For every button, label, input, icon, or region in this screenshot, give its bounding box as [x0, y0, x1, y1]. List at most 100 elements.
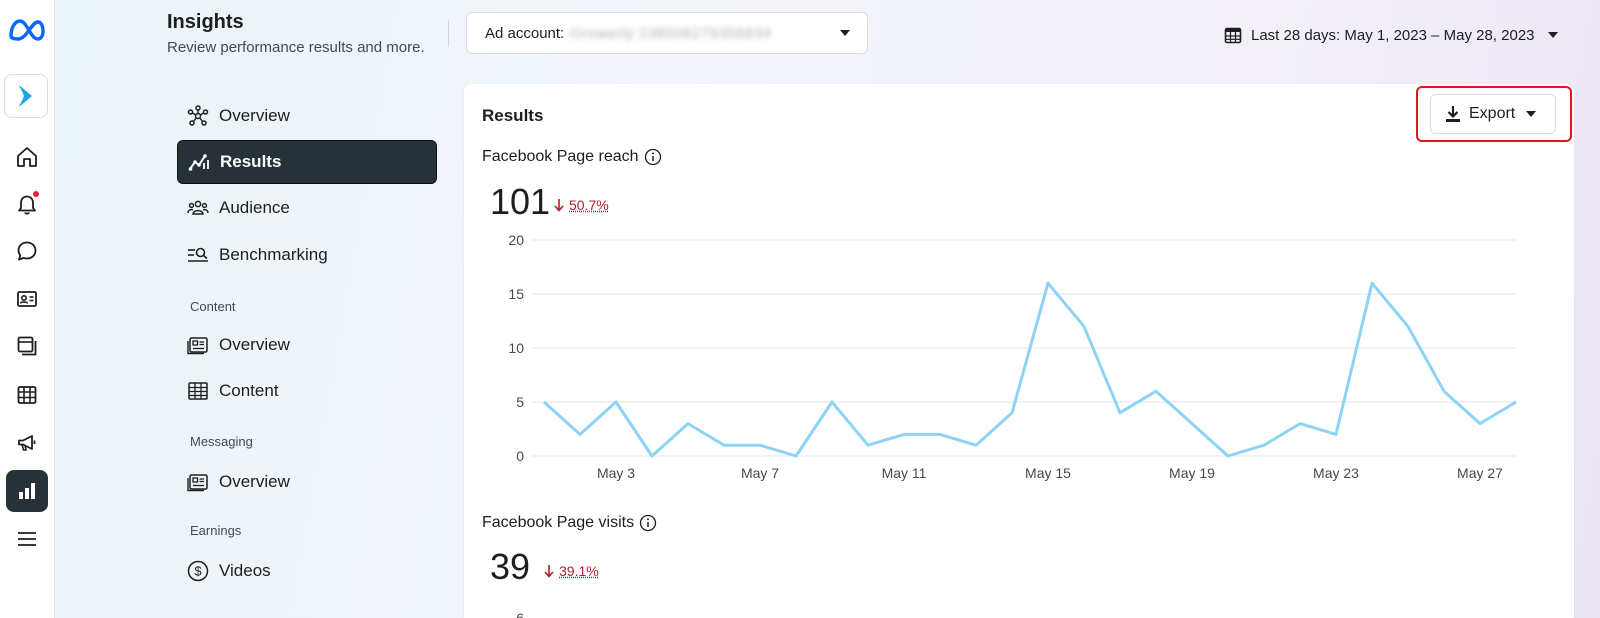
y-tick-label: 15: [508, 286, 524, 302]
nav-item-benchmarking[interactable]: Benchmarking: [177, 233, 437, 277]
metric-label-page-visits: Facebook Page visits: [482, 514, 657, 532]
data-point[interactable]: [1006, 407, 1018, 419]
menu-icon[interactable]: [6, 518, 48, 560]
data-point[interactable]: [1330, 428, 1342, 440]
ad-account-select[interactable]: Ad account: Growerly 238506279356834: [466, 12, 868, 54]
notifications-icon[interactable]: [6, 183, 48, 225]
data-point[interactable]: [1474, 418, 1486, 430]
results-card: Results Export Facebook Page reach 101 5…: [464, 84, 1574, 618]
nav-item-label: Overview: [219, 106, 290, 126]
data-point[interactable]: [1078, 320, 1090, 332]
data-point[interactable]: [934, 428, 946, 440]
nav-section-earnings: Earnings: [190, 523, 241, 538]
table-icon[interactable]: [6, 374, 48, 416]
y-tick-label: 0: [516, 448, 524, 464]
meta-logo-icon[interactable]: [5, 14, 49, 46]
data-point[interactable]: [1366, 277, 1378, 289]
feed-icon: [187, 471, 209, 493]
people-icon: [187, 197, 209, 219]
data-point[interactable]: [574, 428, 586, 440]
data-point[interactable]: [1438, 385, 1450, 397]
y-tick-label: 6: [516, 610, 524, 618]
data-point[interactable]: [538, 396, 550, 408]
nav-item-label: Audience: [219, 198, 290, 218]
data-point[interactable]: [1186, 418, 1198, 430]
nav-item-content[interactable]: Content: [177, 369, 437, 413]
page-reach-line-chart: 05101520May 3 May 7 May 11 May 15 May 19 May …: [464, 84, 1574, 504]
data-point[interactable]: [1258, 439, 1270, 451]
nav-item-label: Content: [219, 381, 279, 401]
left-rail: [0, 0, 55, 618]
nav-section-content: Content: [190, 299, 236, 314]
metric-label-text: Facebook Page visits: [482, 514, 634, 532]
insights-icon[interactable]: [6, 470, 48, 512]
table-icon: [187, 380, 209, 402]
data-point[interactable]: [790, 450, 802, 462]
series-line: [544, 283, 1516, 456]
date-range-label: Last 28 days: May 1, 2023 – May 28, 2023: [1251, 27, 1535, 44]
metric-change-value: 39.1%: [559, 563, 599, 579]
nav-item-overview[interactable]: Overview: [177, 94, 437, 138]
nav-item-label: Overview: [219, 335, 290, 355]
data-point[interactable]: [682, 418, 694, 430]
header-divider: [448, 20, 449, 47]
ad-account-value: Growerly 238506279356834: [570, 25, 771, 42]
metric-change-page-visits: 39.1%: [544, 563, 599, 579]
nav-item-label: Videos: [219, 561, 271, 581]
nav-section-messaging: Messaging: [190, 434, 253, 449]
x-tick-label: May 15: [1025, 465, 1071, 481]
nav-item-videos[interactable]: $ Videos: [177, 549, 437, 593]
data-point[interactable]: [1114, 407, 1126, 419]
data-point[interactable]: [610, 396, 622, 408]
x-tick-label: May 27: [1457, 465, 1503, 481]
data-point[interactable]: [754, 439, 766, 451]
data-point[interactable]: [1510, 396, 1522, 408]
trend-icon: [188, 151, 210, 173]
caret-down-icon: [1547, 31, 1559, 39]
metric-value-page-visits: 39: [490, 546, 530, 588]
feed-icon: [187, 334, 209, 356]
data-point[interactable]: [718, 439, 730, 451]
data-point[interactable]: [646, 450, 658, 462]
data-point[interactable]: [1222, 450, 1234, 462]
x-tick-label: May 19: [1169, 465, 1215, 481]
megaphone-icon[interactable]: [6, 422, 48, 464]
nav-item-results[interactable]: Results: [177, 140, 437, 184]
data-point[interactable]: [1294, 418, 1306, 430]
nav-item-messaging-overview[interactable]: Overview: [177, 460, 437, 504]
ad-account-label: Ad account:: [485, 25, 564, 42]
caret-down-icon: [839, 29, 851, 37]
page-subtitle: Review performance results and more.: [167, 39, 425, 56]
date-range-picker[interactable]: Last 28 days: May 1, 2023 – May 28, 2023: [1224, 24, 1568, 46]
page-title: Insights: [167, 11, 244, 34]
nav-item-label: Overview: [219, 472, 290, 492]
data-point[interactable]: [1042, 277, 1054, 289]
page-visits-chart-peek: 6: [464, 594, 1574, 618]
data-point[interactable]: [970, 439, 982, 451]
nav-item-content-overview[interactable]: Overview: [177, 323, 437, 367]
home-icon[interactable]: [6, 136, 48, 178]
network-icon: [187, 105, 209, 127]
data-point[interactable]: [1402, 320, 1414, 332]
calendar-icon: [1224, 26, 1242, 44]
data-point[interactable]: [898, 428, 910, 440]
y-tick-label: 10: [508, 340, 524, 356]
benchmark-icon: [187, 244, 209, 266]
x-tick-label: May 3: [597, 465, 635, 481]
data-point[interactable]: [1150, 385, 1162, 397]
y-tick-label: 5: [516, 394, 524, 410]
nav-item-audience[interactable]: Audience: [177, 186, 437, 230]
svg-text:$: $: [194, 564, 202, 579]
data-point[interactable]: [826, 396, 838, 408]
info-icon[interactable]: [639, 514, 657, 532]
x-tick-label: May 11: [882, 465, 927, 481]
y-tick-label: 20: [508, 232, 524, 248]
dollar-icon: $: [187, 560, 209, 582]
pages-icon[interactable]: [6, 325, 48, 367]
contacts-icon[interactable]: [6, 278, 48, 320]
notification-dot: [33, 191, 39, 197]
messages-icon[interactable]: [6, 230, 48, 272]
nav-item-label: Results: [220, 152, 281, 172]
data-point[interactable]: [862, 439, 874, 451]
app-icon[interactable]: [4, 74, 48, 118]
